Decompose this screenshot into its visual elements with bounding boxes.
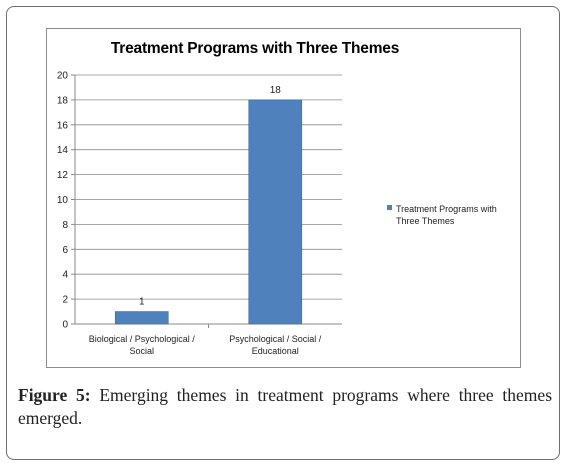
x-tick-label: Educational <box>252 346 299 356</box>
data-label: 1 <box>139 297 145 308</box>
bar <box>248 99 303 325</box>
legend-swatch <box>387 205 392 210</box>
x-tick-label: Psychological / Social / <box>229 334 322 344</box>
chart-legend: Treatment Programs with Three Themes <box>387 203 522 227</box>
data-labels: 1 18 <box>139 85 281 308</box>
y-tick-label: 8 <box>62 220 68 231</box>
chart-title: Treatment Programs with Three Themes <box>110 40 400 57</box>
y-tick-label: 2 <box>62 295 68 306</box>
y-axis-ticks: 0 2 4 6 8 10 12 14 16 18 20 <box>57 71 69 331</box>
caption-label: Figure 5: <box>18 385 91 405</box>
x-tick-label: Social <box>129 346 154 356</box>
legend-label: Treatment Programs with Three Themes <box>396 204 497 226</box>
y-tick-label: 16 <box>57 120 69 131</box>
y-tick-label: 10 <box>57 195 69 206</box>
bar <box>114 311 169 325</box>
caption-text: Emerging themes in treatment programs wh… <box>18 385 552 428</box>
bars <box>114 99 303 325</box>
y-tick-label: 20 <box>57 71 69 82</box>
y-tick-label: 4 <box>62 270 68 281</box>
x-axis-ticks: Biological / Psychological / Social Psycho… <box>89 334 322 356</box>
y-tick-label: 14 <box>57 145 69 156</box>
x-tick-label: Biological / Psychological / <box>89 334 196 344</box>
figure-caption: Figure 5: Emerging themes in treatment p… <box>18 384 552 430</box>
y-tick-label: 6 <box>62 245 68 256</box>
y-tick-label: 12 <box>57 170 69 181</box>
y-tick-label: 0 <box>62 320 68 331</box>
y-tick-label: 18 <box>57 95 69 106</box>
data-label: 18 <box>270 85 282 96</box>
